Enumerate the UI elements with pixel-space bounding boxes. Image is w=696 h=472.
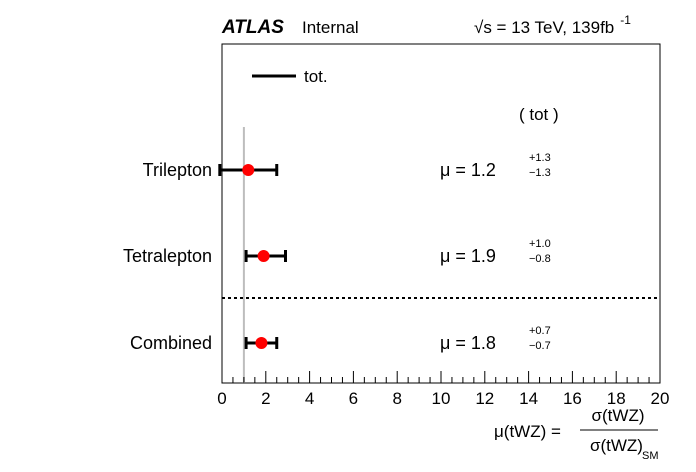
x-tick-label: 20 xyxy=(651,389,670,408)
internal-label: Internal xyxy=(302,18,359,37)
x-tick-label: 2 xyxy=(261,389,270,408)
x-axis-label-numerator: σ(tWZ) xyxy=(592,406,645,425)
energy-lumi-label: √s = 13 TeV, 139fb -1 xyxy=(474,13,631,37)
data-row: Combined μ = 1.8 +0.7 −0.7 xyxy=(130,325,551,353)
data-row: Tetralepton μ = 1.9 +1.0 −0.8 xyxy=(123,238,551,266)
x-tick-label: 12 xyxy=(475,389,494,408)
x-tick-label: 10 xyxy=(432,389,451,408)
category-label: Combined xyxy=(130,333,212,353)
x-axis-label-denominator: σ(tWZ) xyxy=(590,436,643,455)
category-label: Trilepton xyxy=(143,160,212,180)
uncertainty-down-label: −0.8 xyxy=(529,253,551,265)
mu-value-label: μ = 1.2 xyxy=(440,160,496,180)
data-point-marker xyxy=(242,164,255,176)
mu-value-label: μ = 1.9 xyxy=(440,246,496,266)
uncertainty-up-label: +0.7 xyxy=(529,325,551,337)
legend-label-tot: tot. xyxy=(304,67,328,86)
lumi-exponent: -1 xyxy=(620,13,631,27)
x-tick-label: 18 xyxy=(607,389,626,408)
uncertainty-down-label: −0.7 xyxy=(529,340,551,352)
uncertainty-down-label: −1.3 xyxy=(529,167,551,179)
data-points: Trilepton μ = 1.2 +1.3 −1.3 Tetralepton μ = 1… xyxy=(123,152,551,353)
data-point-marker xyxy=(257,250,270,262)
column-header: ( tot ) xyxy=(519,105,559,124)
mu-value-label: μ = 1.8 xyxy=(440,333,496,353)
x-tick-label: 6 xyxy=(349,389,358,408)
x-tick-label: 4 xyxy=(305,389,314,408)
category-label: Tetralepton xyxy=(123,246,212,266)
x-tick-label: 16 xyxy=(563,389,582,408)
x-axis-ticks: 0 2 4 6 8 10 12 14 16 18 20 xyxy=(217,371,669,408)
uncertainty-up-label: +1.0 xyxy=(529,238,551,250)
x-tick-label: 14 xyxy=(519,389,538,408)
x-axis-label-lhs: μ(tWZ) = xyxy=(494,422,561,441)
x-axis-label-denominator-sub: SM xyxy=(642,450,659,462)
uncertainty-up-label: +1.3 xyxy=(529,152,551,164)
data-point-marker xyxy=(255,337,268,349)
data-row: Trilepton μ = 1.2 +1.3 −1.3 xyxy=(143,152,551,180)
x-tick-label: 8 xyxy=(392,389,401,408)
x-tick-label: 0 xyxy=(217,389,226,408)
energy-text: √s = 13 TeV, 139fb xyxy=(474,18,614,37)
atlas-label: ATLAS xyxy=(221,17,284,38)
